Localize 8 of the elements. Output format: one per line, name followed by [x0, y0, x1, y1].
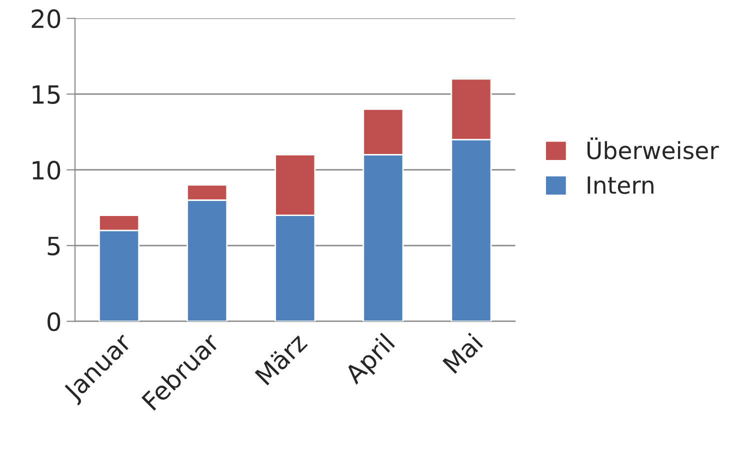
y-tick-label: 0 [48, 312, 60, 332]
legend-label: Intern [588, 176, 654, 194]
y-tick-label: 20 [32, 9, 60, 28]
y-tick-label: 15 [32, 85, 60, 104]
legend-label: Überweiser [587, 138, 719, 160]
x-tick-label: Mai [442, 332, 484, 374]
y-tick-label: 10 [32, 160, 60, 180]
y-tick-label: 5 [48, 236, 60, 256]
